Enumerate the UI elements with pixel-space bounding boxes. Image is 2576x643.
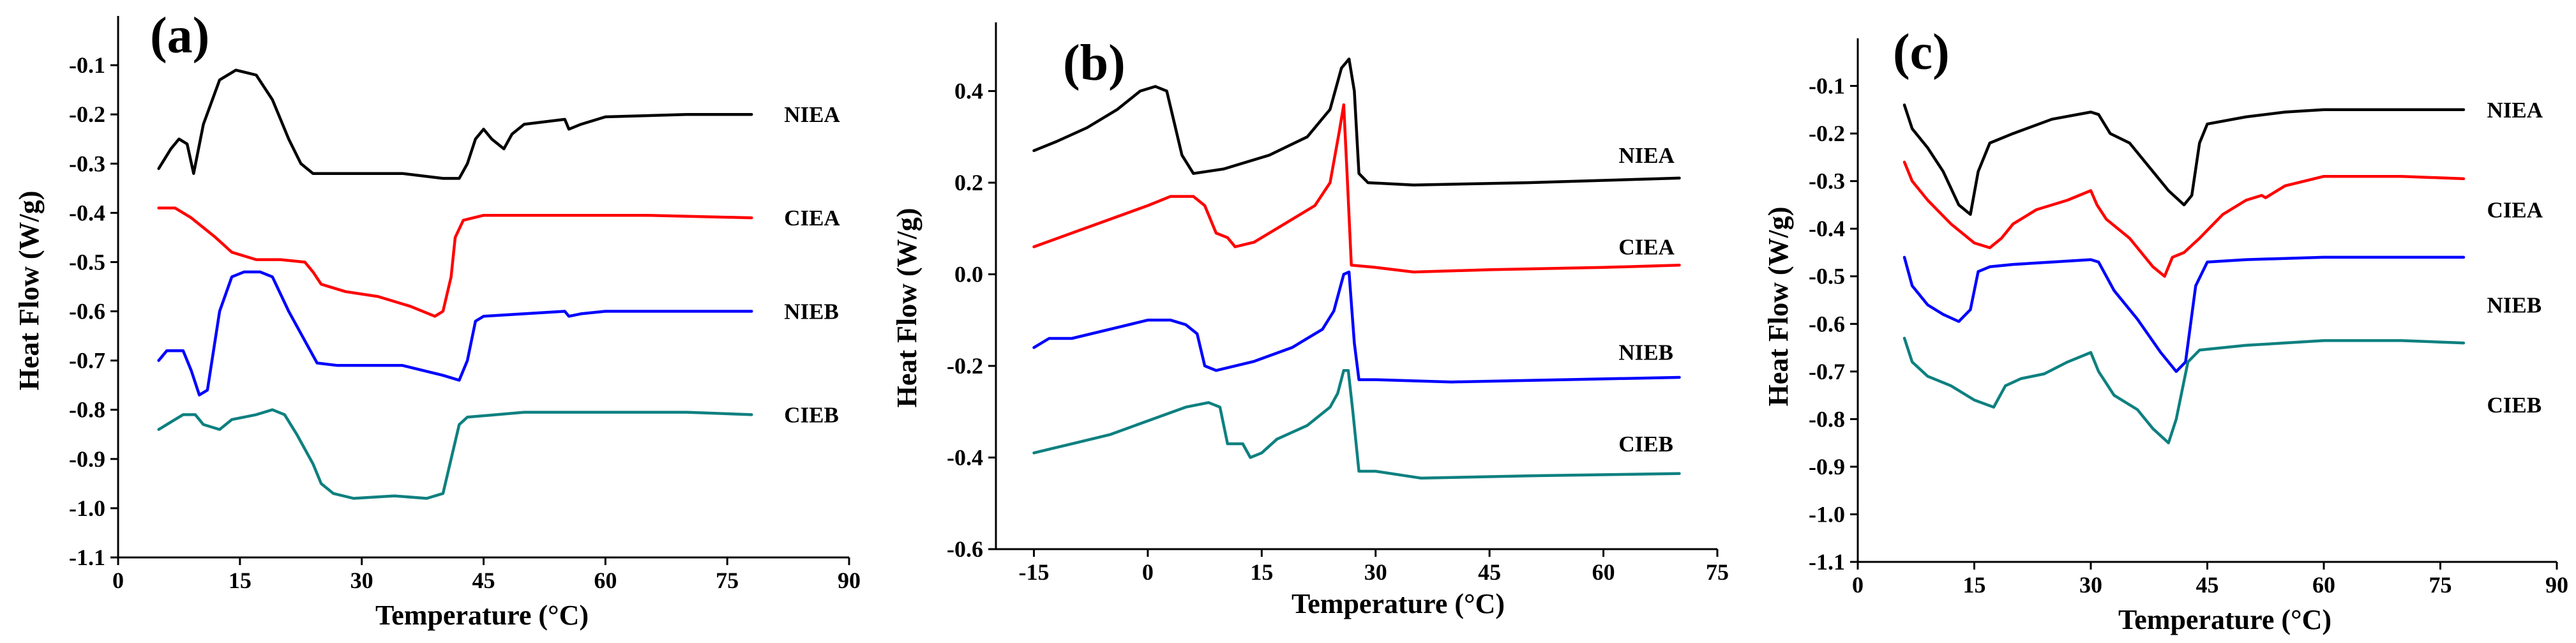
panel-a-series-ciea-line (157, 206, 753, 318)
panel-b-x-tick-label: 75 (1706, 559, 1729, 585)
panel-a-y-tick-label: -0.8 (69, 397, 105, 423)
panel-a-y-tick-label: -0.2 (69, 102, 105, 127)
panel-a-y-tick-label: -1.0 (69, 495, 105, 521)
panel-a-x-tick-label: 0 (112, 568, 124, 593)
panel-a-series-cieb-label: CIEB (784, 402, 839, 427)
panel-c-y-tick-label: -0.2 (1809, 121, 1845, 146)
panel-b-x-tick-label: 60 (1592, 559, 1615, 585)
panel-a-series-ciea-label: CIEA (784, 206, 840, 231)
panel-a-y-tick-label: -0.6 (69, 299, 105, 324)
panel-c-x-tick-label: 45 (2196, 572, 2219, 598)
panel-b-x-axis-title: Temperature (°C) (1292, 588, 1505, 619)
panel-c-y-tick-label: -1.0 (1809, 501, 1845, 527)
panel-c-y-axis-title: Heat Flow (W/g) (1763, 207, 1794, 407)
panel-a-y-tick-label: -0.5 (69, 249, 105, 275)
panel-b-y-tick-label: -0.2 (947, 353, 983, 379)
panel-b-y-axis-title: Heat Flow (W/g) (891, 208, 923, 408)
panel-b-series-ciea-label: CIEA (1618, 235, 1675, 260)
panel-c-series-niea-line (1902, 103, 2466, 216)
panel-a-series-niea-line (157, 68, 753, 180)
panel-a-x-tick-label: 75 (716, 568, 739, 593)
panel-a-series-cieb-line (157, 408, 753, 500)
panel-b-series-cieb-label: CIEB (1618, 432, 1673, 457)
panel-b-series-cieb-line (1032, 368, 1681, 480)
panel-a-y-tick-label: -0.3 (69, 151, 105, 176)
panel-a-x-tick-label: 30 (350, 568, 373, 593)
panel-a-y-tick-label: -0.1 (69, 52, 105, 78)
panel-b-series-niea-line (1032, 57, 1681, 186)
panel-a-x-tick-label: 60 (594, 568, 617, 593)
panel-c-y-tick-label: -0.9 (1809, 454, 1845, 480)
panel-c-series-ciea-label: CIEA (2487, 197, 2543, 222)
panel-a: (a) Temperature (°C) Heat Flow (W/g) 0 15… (13, 8, 861, 631)
panel-b-label: (b) (1063, 35, 1126, 91)
panel-b-x-tick-label: -15 (1018, 559, 1049, 585)
panel-c-y-tick-label: -1.1 (1809, 549, 1845, 575)
panel-b-x-tick-label: 30 (1364, 559, 1387, 585)
panel-b-series-nieb-label: NIEB (1618, 340, 1673, 365)
panel-a-x-tick-label: 45 (472, 568, 495, 593)
panel-a-x-tick-label: 90 (838, 568, 861, 593)
panel-a-y-tick-label: -0.4 (69, 200, 105, 225)
panel-a-y-axis-title: Heat Flow (W/g) (13, 191, 45, 391)
panel-b: (b) Temperature (°C) Heat Flow (W/g) -15… (891, 22, 1729, 619)
panel-c-x-axis-title: Temperature (°C) (2118, 604, 2331, 635)
panel-c-x-tick-label: 75 (2429, 572, 2452, 598)
panel-b-x-tick-label: 15 (1250, 559, 1273, 585)
panel-b-series-niea-label: NIEA (1618, 143, 1675, 168)
panel-a-series-nieb-line (157, 270, 753, 397)
panel-b-series-ciea-line (1032, 103, 1681, 274)
panel-c-series-ciea-line (1902, 160, 2466, 278)
panel-b-y-tick-label: 0.4 (954, 79, 983, 104)
panel-c-y-tick-label: -0.4 (1809, 216, 1845, 241)
panel-a-y-tick-label: -0.9 (69, 446, 105, 472)
panel-c-x-tick-label: 60 (2312, 572, 2335, 598)
panel-a-series-nieb-label: NIEB (784, 299, 839, 324)
panel-c-y-tick-label: -0.1 (1809, 73, 1845, 99)
panel-c-x-tick-label: 90 (2545, 572, 2568, 598)
panel-c-label: (c) (1893, 24, 1950, 80)
panel-c-y-tick-label: -0.6 (1809, 311, 1845, 337)
panel-c-x-tick-label: 0 (1852, 572, 1864, 598)
panel-b-y-tick-label: -0.4 (947, 445, 983, 471)
panel-c-series-cieb-line (1902, 337, 2466, 444)
panel-c-y-tick-label: -0.5 (1809, 264, 1845, 289)
panel-c-series-nieb-label: NIEB (2487, 292, 2542, 317)
panel-c-series-niea-label: NIEA (2487, 98, 2543, 123)
panel-b-y-tick-label: 0.2 (954, 170, 983, 195)
panel-c-series-nieb-line (1902, 255, 2466, 374)
panel-c: (c) Temperature (°C) Heat Flow (W/g) 0 15… (1763, 24, 2568, 635)
panel-c-x-tick-label: 30 (2079, 572, 2102, 598)
panel-c-x-tick-label: 15 (1963, 572, 1986, 598)
panel-b-x-tick-label: 45 (1478, 559, 1501, 585)
panel-b-series-nieb-line (1032, 270, 1681, 384)
panel-a-label: (a) (150, 8, 209, 64)
panel-a-x-tick-label: 15 (229, 568, 252, 593)
panel-a-x-axis-title: Temperature (°C) (375, 600, 589, 631)
panel-c-y-tick-label: -0.3 (1809, 169, 1845, 194)
panel-c-y-tick-label: -0.8 (1809, 406, 1845, 432)
panel-b-y-tick-label: 0.0 (954, 262, 983, 287)
panel-b-x-tick-label: 0 (1142, 559, 1154, 585)
panel-a-series-niea-label: NIEA (784, 102, 840, 127)
panel-c-y-tick-label: -0.7 (1809, 359, 1845, 384)
panel-a-y-tick-label: -0.7 (69, 348, 105, 374)
panel-c-series-cieb-label: CIEB (2487, 393, 2542, 418)
panel-a-y-tick-label: -1.1 (69, 545, 105, 570)
panel-b-y-tick-label: -0.6 (947, 536, 983, 562)
